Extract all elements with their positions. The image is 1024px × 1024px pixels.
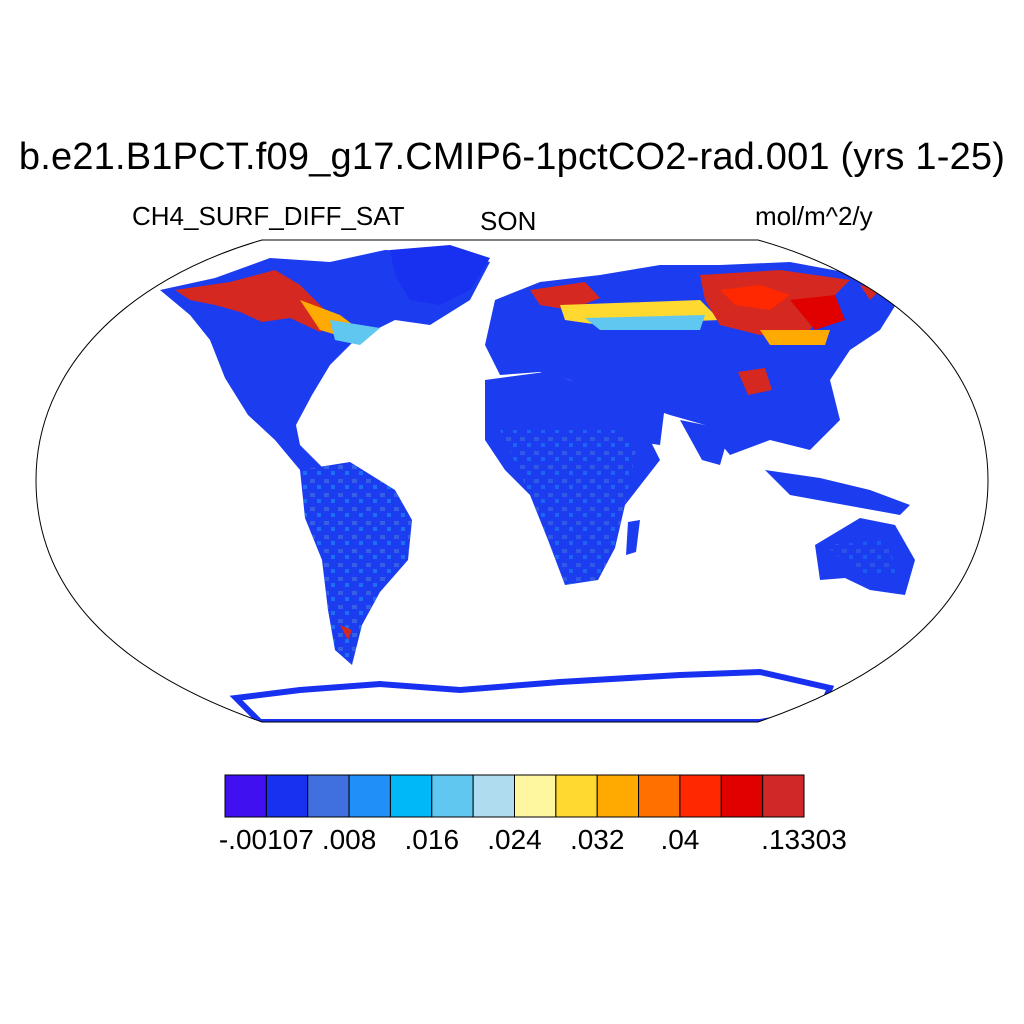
colorbar-swatch — [431, 774, 474, 818]
colorbar-swatch — [224, 774, 267, 818]
hotspot-scandinavia — [530, 282, 600, 310]
land-greenland — [390, 245, 490, 305]
colorbar-swatch — [472, 774, 515, 818]
colorbar-swatch — [638, 774, 681, 818]
colorbar-swatch — [348, 774, 391, 818]
colorbar-swatch — [762, 774, 805, 818]
colorbar — [224, 774, 805, 818]
plot-title: b.e21.B1PCT.f09_g17.CMIP6-1pctCO2-rad.00… — [18, 136, 1006, 178]
land-antarctica — [229, 668, 835, 722]
colorbar-swatch — [307, 774, 350, 818]
colorbar-swatch — [265, 774, 309, 818]
hotspot-china — [738, 368, 772, 395]
colorbar-swatch — [679, 774, 722, 818]
land-indonesia — [765, 470, 910, 515]
colorbar-tick-label: .04 — [660, 824, 700, 855]
variable-label: CH4_SURF_DIFF_SAT — [132, 201, 405, 231]
land-arabia — [605, 395, 665, 445]
colorbar-tick-label: .032 — [569, 824, 625, 855]
hotspot-canada — [175, 270, 335, 332]
colorbar-swatch — [555, 774, 598, 818]
colorbar-swatch — [514, 774, 557, 818]
season-label: SON — [480, 206, 537, 236]
land-field — [160, 245, 915, 722]
colorbar-swatch — [720, 774, 764, 818]
colorbar-tick-label: -.00107 — [218, 824, 314, 855]
colorbar-tick-label: .008 — [321, 824, 377, 855]
colorbar-swatch — [596, 774, 640, 818]
colorbar-tick-label: .016 — [404, 824, 460, 855]
colorbar-swatch — [389, 774, 433, 818]
colorbar-tick-label: .024 — [487, 824, 542, 855]
land-india — [680, 420, 730, 465]
units-label: mol/m^2/y — [755, 201, 873, 231]
colorbar-tick-label: .13303 — [761, 824, 847, 855]
globe-outline — [35, 239, 989, 723]
